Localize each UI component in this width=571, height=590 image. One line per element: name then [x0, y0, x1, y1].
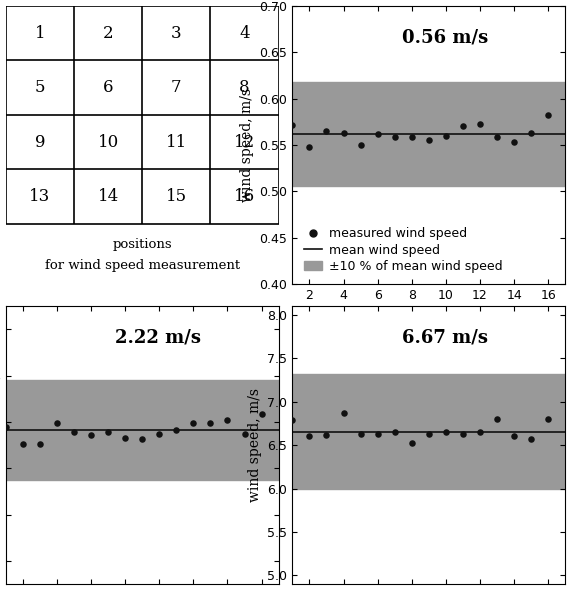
Point — [476, 119, 485, 128]
Point — [172, 425, 181, 435]
Point — [459, 122, 468, 131]
Text: 8: 8 — [239, 79, 250, 96]
Point — [356, 429, 365, 438]
Point — [206, 418, 215, 428]
Point — [526, 434, 536, 444]
Point — [322, 430, 331, 440]
Bar — [292, 374, 565, 490]
Point — [526, 128, 536, 137]
Point — [288, 415, 297, 425]
Text: 6: 6 — [103, 79, 113, 96]
Text: positions: positions — [112, 238, 172, 251]
Text: 14: 14 — [98, 188, 119, 205]
Text: 2: 2 — [103, 25, 114, 42]
Point — [441, 427, 451, 437]
Point — [373, 429, 382, 438]
Point — [424, 136, 433, 145]
Point — [407, 133, 416, 142]
Point — [441, 131, 451, 140]
Point — [305, 432, 314, 441]
Point — [1, 422, 10, 431]
Text: for wind speed measurement: for wind speed measurement — [45, 260, 240, 273]
Point — [356, 140, 365, 150]
X-axis label: measurement point: measurement point — [360, 307, 497, 322]
Point — [492, 414, 501, 424]
Point — [544, 414, 553, 424]
Text: 10: 10 — [98, 134, 119, 150]
Point — [509, 137, 518, 147]
Text: 9: 9 — [35, 134, 45, 150]
Point — [322, 126, 331, 136]
Point — [459, 429, 468, 438]
Point — [492, 133, 501, 142]
Text: 4: 4 — [239, 25, 250, 42]
Text: 7: 7 — [171, 79, 182, 96]
Text: 12: 12 — [234, 134, 255, 150]
Point — [86, 430, 95, 440]
Point — [476, 427, 485, 437]
Point — [223, 415, 232, 424]
Point — [424, 429, 433, 438]
Bar — [6, 380, 279, 480]
Point — [257, 409, 266, 418]
Text: 13: 13 — [29, 188, 50, 205]
Point — [18, 439, 27, 448]
Point — [155, 429, 164, 438]
Point — [103, 428, 112, 437]
Point — [390, 427, 399, 437]
Point — [138, 435, 147, 444]
Point — [35, 439, 45, 448]
Y-axis label: wind speed, m/s: wind speed, m/s — [248, 388, 262, 502]
Point — [189, 418, 198, 428]
Point — [305, 142, 314, 152]
Text: 2.22 m/s: 2.22 m/s — [115, 329, 201, 346]
Point — [339, 128, 348, 137]
Point — [544, 110, 553, 120]
Point — [390, 133, 399, 142]
Point — [509, 432, 518, 441]
Bar — [292, 81, 565, 186]
Point — [407, 438, 416, 448]
Text: 3: 3 — [171, 25, 182, 42]
Text: 5: 5 — [35, 79, 45, 96]
Y-axis label: wind speed, m/s: wind speed, m/s — [240, 88, 254, 202]
Text: 6.67 m/s: 6.67 m/s — [401, 329, 488, 346]
Text: 11: 11 — [166, 134, 187, 150]
Point — [288, 120, 297, 129]
Legend: measured wind speed, mean wind speed, ±10 % of mean wind speed: measured wind speed, mean wind speed, ±1… — [299, 222, 507, 278]
Point — [70, 428, 79, 437]
Text: 1: 1 — [34, 25, 45, 42]
Point — [120, 434, 130, 443]
Point — [240, 429, 249, 438]
Text: 0.56 m/s: 0.56 m/s — [401, 28, 488, 46]
Text: 15: 15 — [166, 188, 187, 205]
Point — [339, 408, 348, 418]
Point — [373, 129, 382, 139]
Point — [53, 418, 62, 428]
Text: 16: 16 — [234, 188, 255, 205]
